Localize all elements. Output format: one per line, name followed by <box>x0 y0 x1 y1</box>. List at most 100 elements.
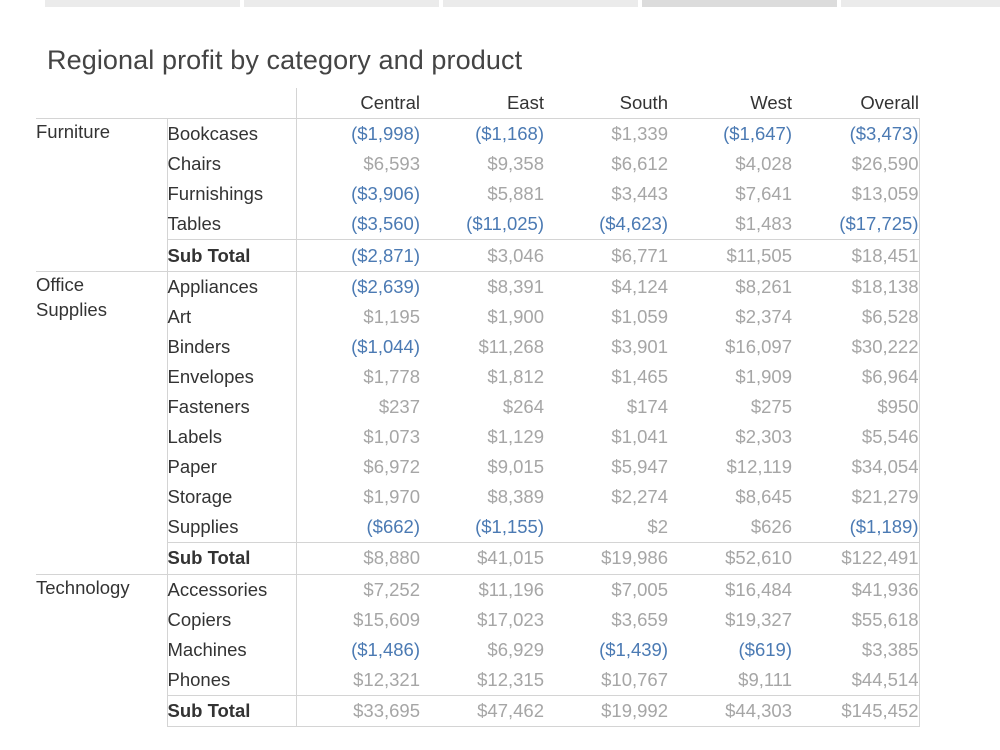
subtotal-row: Sub Total $8,880 $41,015 $19,986 $52,610 $122… <box>36 542 920 574</box>
value-cell: $1,129 <box>487 426 544 448</box>
subtotal-label: Sub Total <box>167 239 296 272</box>
value-cell: $1,483 <box>735 213 792 235</box>
value-cell: $145,452 <box>792 694 920 727</box>
value-cell: ($619) <box>738 638 792 660</box>
value-cell: ($2,639) <box>295 270 420 302</box>
value-cell: ($3,560) <box>295 209 420 240</box>
value-cell: $6,593 <box>295 149 420 180</box>
value-cell: $18,138 <box>792 270 920 302</box>
value-cell: $1,812 <box>487 365 544 387</box>
dashboard-tab[interactable] <box>841 0 1000 7</box>
table-row: Envelopes $1,778 $1,812 $1,465 $1,909 $6,964 <box>36 361 920 392</box>
table-row: Paper $6,972 $9,015 $5,947 $12,119 $34,054 <box>36 452 920 483</box>
subcategory-label: Art <box>167 305 192 327</box>
value-cell: ($4,623) <box>599 213 668 235</box>
table-row: Tables ($3,560) ($11,025) ($4,623) $1,483 ($1… <box>36 209 920 240</box>
value-cell: $264 <box>502 395 544 417</box>
value-cell: ($1,439) <box>599 638 668 660</box>
value-cell: $9,358 <box>487 153 544 175</box>
value-cell: $5,947 <box>611 456 668 478</box>
value-cell: $16,484 <box>668 573 792 605</box>
value-cell: $1,465 <box>611 365 668 387</box>
dashboard-tab[interactable] <box>443 0 638 7</box>
value-cell: $4,028 <box>735 153 792 175</box>
table-row: Art $1,195 $1,900 $1,059 $2,374 $6,528 <box>36 301 920 332</box>
subcategory-label: Appliances <box>167 270 296 302</box>
column-header-south: South <box>544 88 668 120</box>
value-cell: ($1,486) <box>295 634 420 665</box>
value-cell: $19,992 <box>544 694 668 727</box>
value-cell: $275 <box>750 395 792 417</box>
value-cell: $10,767 <box>601 668 668 690</box>
value-cell: $3,659 <box>611 608 668 630</box>
value-cell: $7,252 <box>295 573 420 605</box>
value-cell: $44,303 <box>668 694 792 727</box>
value-cell: $11,505 <box>668 239 792 272</box>
value-cell: $1,778 <box>295 361 420 392</box>
value-cell: $11,268 <box>478 335 545 357</box>
value-cell: $19,986 <box>544 542 668 574</box>
value-cell: $2,274 <box>611 486 668 508</box>
value-cell: $7,005 <box>544 573 668 605</box>
value-cell: $52,610 <box>668 542 792 574</box>
value-cell: $1,900 <box>487 305 544 327</box>
value-cell: $21,279 <box>792 482 920 513</box>
value-cell: $1,195 <box>295 301 420 332</box>
column-header-overall: Overall <box>792 88 919 120</box>
value-cell: $174 <box>626 395 668 417</box>
value-cell: $5,546 <box>792 422 920 453</box>
subcategory-label: Binders <box>167 335 231 357</box>
value-cell: $7,641 <box>735 183 792 205</box>
value-cell: $3,901 <box>611 335 668 357</box>
subtotal-label: Sub Total <box>167 694 296 727</box>
value-cell: $237 <box>295 391 420 423</box>
value-cell: $1,073 <box>295 422 420 453</box>
value-cell: $30,222 <box>792 331 920 362</box>
crosstab-table: Central East South West Overall Furniture Boo… <box>36 88 920 727</box>
subcategory-label: Copiers <box>167 608 232 630</box>
table-row: Binders ($1,044) $11,268 $3,901 $16,097 $30,2… <box>36 331 920 362</box>
value-cell: $9,111 <box>738 668 792 690</box>
chart-title: Regional profit by category and product <box>47 45 523 75</box>
value-cell: $8,645 <box>735 486 792 508</box>
value-cell: $2,374 <box>735 305 792 327</box>
value-cell: $44,514 <box>792 664 920 696</box>
value-cell: $26,590 <box>792 149 920 180</box>
table-row: Technology Accessories $7,252 $11,196 $7,005… <box>36 573 920 727</box>
value-cell: $13,059 <box>792 179 920 210</box>
value-cell: $3,046 <box>420 239 544 272</box>
value-cell: $6,972 <box>295 452 420 483</box>
value-cell: ($3,906) <box>295 179 420 210</box>
category-label: Technology <box>36 573 168 727</box>
value-cell: $9,015 <box>487 456 544 478</box>
subcategory-label: Bookcases <box>167 118 296 150</box>
dashboard-tab[interactable] <box>244 0 439 7</box>
subcategory-label: Envelopes <box>167 365 254 387</box>
subcategory-label: Machines <box>167 638 247 660</box>
header-spacer <box>167 88 296 120</box>
table-row: Labels $1,073 $1,129 $1,041 $2,303 $5,546 <box>36 422 920 453</box>
dashboard-tab[interactable] <box>45 0 240 7</box>
table-row: Furniture Bookcases ($1,998) ($1,168) $1,339… <box>36 118 920 272</box>
category-label: Office Supplies <box>36 270 168 574</box>
column-header-row: Central East South West Overall <box>36 88 919 120</box>
subcategory-label: Storage <box>167 486 233 508</box>
value-cell: $6,929 <box>487 638 544 660</box>
column-header-central: Central <box>295 88 420 120</box>
value-cell: $55,618 <box>792 604 920 635</box>
table-row: Supplies ($662) ($1,155) $2 $626 ($1,189) <box>36 512 920 543</box>
value-cell: ($2,871) <box>295 239 420 272</box>
value-cell: $18,451 <box>792 239 920 272</box>
dashboard-tab-strip <box>45 0 1000 7</box>
value-cell: $12,321 <box>295 664 420 696</box>
header-spacer <box>36 88 167 120</box>
subcategory-label: Labels <box>167 426 223 448</box>
value-cell: ($1,998) <box>295 118 420 150</box>
value-cell: $950 <box>792 391 920 423</box>
value-cell: $5,881 <box>487 183 544 205</box>
value-cell: $11,196 <box>420 573 544 605</box>
dashboard-tab-active[interactable] <box>642 0 837 7</box>
value-cell: ($11,025) <box>466 213 544 235</box>
value-cell: $4,124 <box>544 270 668 302</box>
subcategory-label: Tables <box>167 213 221 235</box>
